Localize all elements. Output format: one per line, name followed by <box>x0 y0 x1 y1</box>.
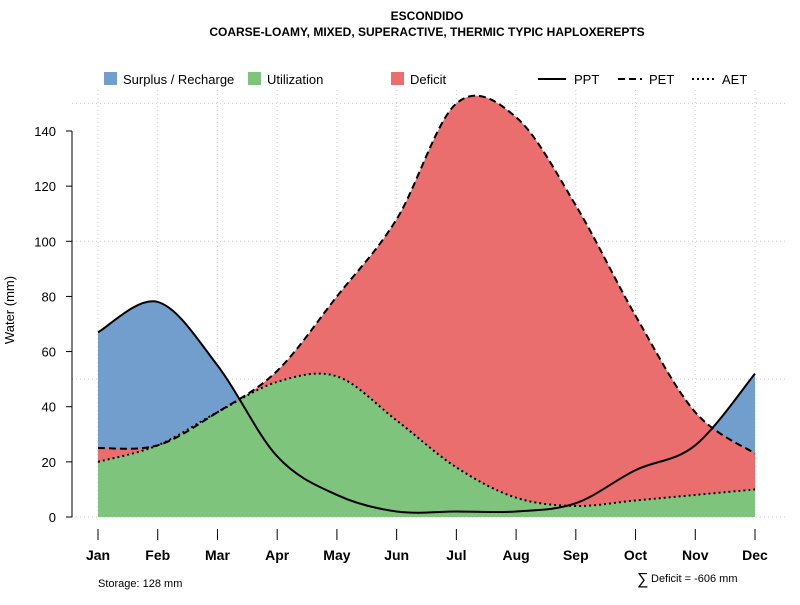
areas <box>98 95 755 517</box>
y-tick-label: 40 <box>42 400 56 415</box>
chart-title: ESCONDIDO <box>391 9 464 23</box>
y-tick-label: 20 <box>42 455 56 470</box>
x-tick-label: Feb <box>145 547 170 563</box>
y-tick-label: 60 <box>42 345 56 360</box>
legend-label-ppt: PPT <box>574 72 599 87</box>
deficit-annotation: Deficit = -606 mm <box>651 573 738 585</box>
series-line-aet <box>97 372 756 507</box>
legend-label-aet: AET <box>722 72 747 87</box>
y-axis: 0 20 40 60 80 100 120 140 <box>34 124 73 525</box>
legend-label-surplus: Surplus / Recharge <box>123 72 234 87</box>
x-tick-label: Jun <box>384 547 409 563</box>
x-tick-label: Jul <box>446 547 466 563</box>
legend-swatch-deficit <box>391 72 404 85</box>
y-tick-label: 80 <box>42 289 56 304</box>
x-tick-label: Apr <box>265 547 290 563</box>
series-line-ppt <box>97 300 756 514</box>
series-line-pet <box>97 94 756 455</box>
x-tick-label: Jan <box>86 547 110 563</box>
x-tick-label: May <box>323 547 350 563</box>
y-tick-label: 100 <box>34 234 56 249</box>
y-tick-label: 120 <box>34 179 56 194</box>
y-axis-label: Water (mm) <box>2 276 17 344</box>
y-tick-label: 140 <box>34 124 56 139</box>
x-tick-label: Aug <box>502 547 529 563</box>
x-tick-label: Nov <box>682 547 709 563</box>
y-tick-label: 0 <box>49 510 56 525</box>
x-tick-label: Oct <box>624 547 648 563</box>
series-lines <box>97 94 756 514</box>
x-axis: Jan Feb Mar Apr May Jun Jul Aug Sep Oct Nov Dec <box>86 529 768 563</box>
legend-swatch-utilization <box>248 72 261 85</box>
x-tick-label: Sep <box>563 547 589 563</box>
x-tick-label: Mar <box>205 547 230 563</box>
legend-swatch-surplus <box>104 72 117 85</box>
legend-label-pet: PET <box>649 72 674 87</box>
legend-label-deficit: Deficit <box>410 72 447 87</box>
legend: Surplus / Recharge Utilization Deficit P… <box>104 72 747 87</box>
legend-label-utilization: Utilization <box>267 72 323 87</box>
chart-subtitle: COARSE-LOAMY, MIXED, SUPERACTIVE, THERMI… <box>209 25 644 39</box>
deficit-symbol: ∑ <box>637 571 648 588</box>
storage-annotation: Storage: 128 mm <box>98 578 182 590</box>
x-tick-label: Dec <box>742 547 768 563</box>
